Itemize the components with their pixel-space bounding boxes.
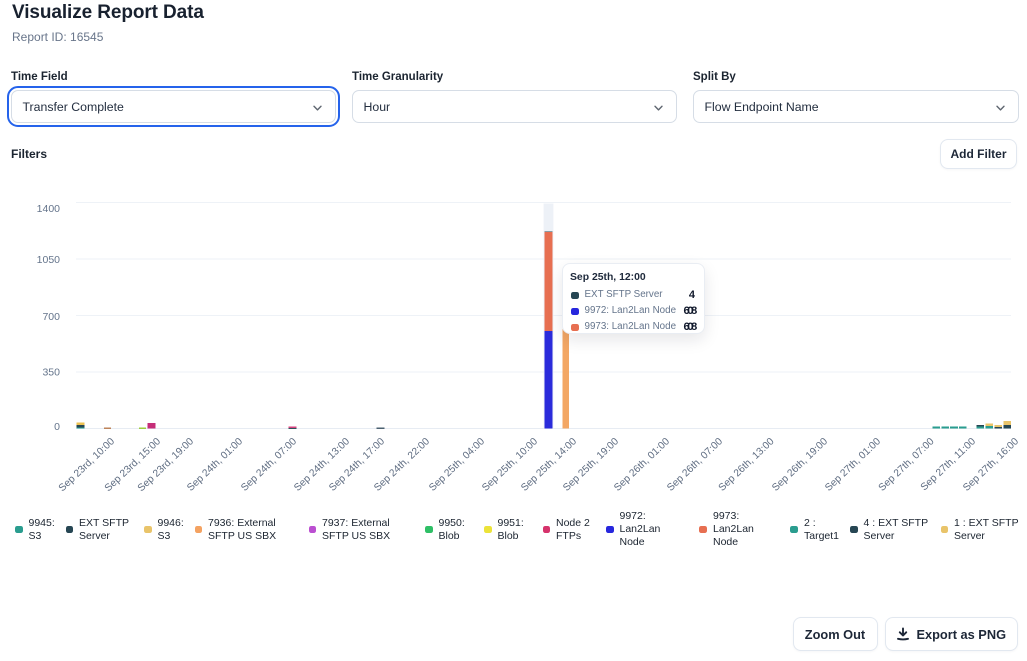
svg-text:Sep 26th, 01:00: Sep 26th, 01:00 bbox=[612, 436, 672, 494]
svg-text:350: 350 bbox=[42, 367, 60, 379]
svg-text:Sep 26th, 13:00: Sep 26th, 13:00 bbox=[717, 436, 777, 494]
svg-text:1050: 1050 bbox=[37, 254, 61, 266]
svg-text:1400: 1400 bbox=[37, 203, 61, 215]
svg-text:0: 0 bbox=[54, 421, 60, 433]
svg-text:Sep 24th, 07:00: Sep 24th, 07:00 bbox=[239, 436, 299, 494]
svg-text:700: 700 bbox=[42, 311, 60, 323]
svg-text:Sep 26th, 19:00: Sep 26th, 19:00 bbox=[770, 436, 830, 494]
svg-text:Sep 27th, 01:00: Sep 27th, 01:00 bbox=[823, 436, 883, 494]
svg-text:Sep 25th, 04:00: Sep 25th, 04:00 bbox=[427, 436, 487, 494]
